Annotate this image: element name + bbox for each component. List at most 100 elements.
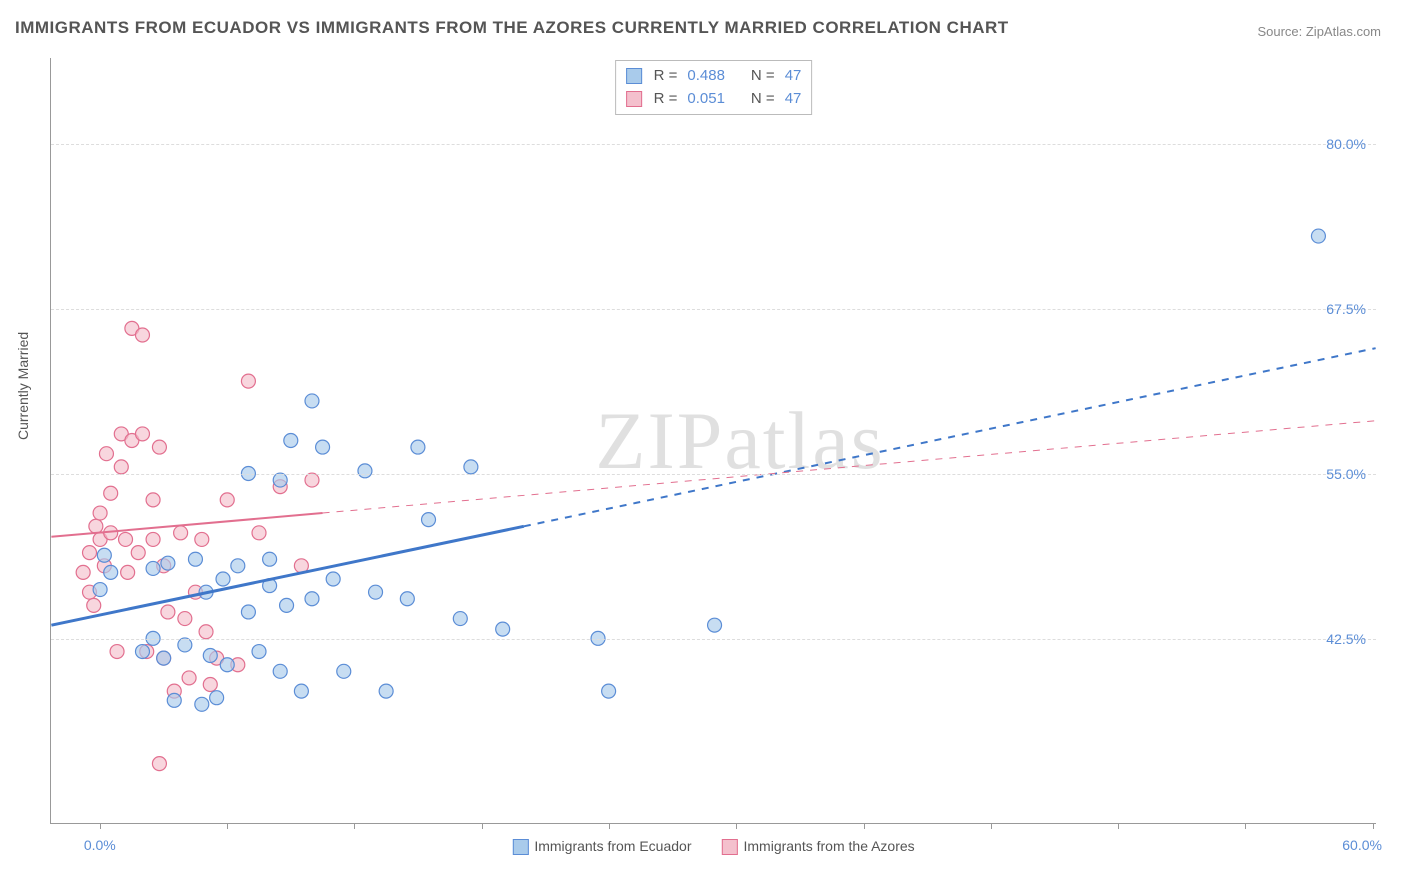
data-point xyxy=(199,625,213,639)
data-point xyxy=(241,605,255,619)
data-point xyxy=(453,612,467,626)
x-tick xyxy=(864,823,865,829)
legend-swatch xyxy=(626,91,642,107)
data-point xyxy=(220,493,234,507)
legend-r-label: R = xyxy=(654,65,678,88)
gridline xyxy=(51,144,1376,145)
data-point xyxy=(358,464,372,478)
regression-line-extrapolated xyxy=(524,348,1376,526)
data-point xyxy=(220,658,234,672)
data-point xyxy=(400,592,414,606)
data-point xyxy=(273,664,287,678)
legend-n-label: N = xyxy=(751,88,775,111)
x-tick xyxy=(354,823,355,829)
data-point xyxy=(316,440,330,454)
data-point xyxy=(379,684,393,698)
data-point xyxy=(188,552,202,566)
data-point xyxy=(152,440,166,454)
legend-r-value: 0.051 xyxy=(687,88,725,111)
x-legend-label: Immigrants from Ecuador xyxy=(534,838,691,854)
data-point xyxy=(178,612,192,626)
legend-row: R = 0.488N = 47 xyxy=(626,65,802,88)
data-point xyxy=(284,434,298,448)
legend-swatch xyxy=(626,68,642,84)
data-point xyxy=(182,671,196,685)
x-legend-label: Immigrants from the Azores xyxy=(744,838,915,854)
data-point xyxy=(93,506,107,520)
data-point xyxy=(89,519,103,533)
legend-row: R = 0.051 N = 47 xyxy=(626,88,802,111)
data-point xyxy=(326,572,340,586)
data-point xyxy=(210,691,224,705)
data-point xyxy=(252,526,266,540)
legend-swatch xyxy=(722,839,738,855)
data-point xyxy=(104,565,118,579)
data-point xyxy=(1311,229,1325,243)
stats-legend: R = 0.488N = 47R = 0.051 N = 47 xyxy=(615,60,813,115)
data-point xyxy=(135,328,149,342)
data-point xyxy=(110,645,124,659)
data-point xyxy=(422,513,436,527)
data-point xyxy=(305,473,319,487)
data-point xyxy=(708,618,722,632)
data-point xyxy=(135,645,149,659)
x-legend-item: Immigrants from Ecuador xyxy=(512,838,691,855)
data-point xyxy=(195,532,209,546)
y-tick-label: 42.5% xyxy=(1326,631,1366,647)
data-point xyxy=(411,440,425,454)
data-point xyxy=(369,585,383,599)
gridline xyxy=(51,639,1376,640)
x-tick xyxy=(991,823,992,829)
y-tick-label: 80.0% xyxy=(1326,136,1366,152)
data-point xyxy=(174,526,188,540)
gridline xyxy=(51,309,1376,310)
x-tick xyxy=(482,823,483,829)
data-point xyxy=(280,598,294,612)
data-point xyxy=(114,460,128,474)
chart-svg xyxy=(51,58,1376,823)
data-point xyxy=(93,583,107,597)
data-point xyxy=(121,565,135,579)
data-point xyxy=(203,649,217,663)
y-tick-label: 55.0% xyxy=(1326,466,1366,482)
data-point xyxy=(195,697,209,711)
data-point xyxy=(263,552,277,566)
data-point xyxy=(135,427,149,441)
chart-title: IMMIGRANTS FROM ECUADOR VS IMMIGRANTS FR… xyxy=(15,18,1009,38)
x-tick xyxy=(1373,823,1374,829)
legend-n-label: N = xyxy=(751,65,775,88)
legend-n-value: 47 xyxy=(785,88,802,111)
legend-n-value: 47 xyxy=(785,65,802,88)
data-point xyxy=(337,664,351,678)
x-tick-label: 60.0% xyxy=(1342,837,1382,853)
source-attribution: Source: ZipAtlas.com xyxy=(1257,24,1381,39)
data-point xyxy=(252,645,266,659)
data-point xyxy=(83,546,97,560)
data-point xyxy=(464,460,478,474)
x-tick xyxy=(1118,823,1119,829)
data-point xyxy=(146,532,160,546)
data-point xyxy=(602,684,616,698)
x-tick xyxy=(609,823,610,829)
data-point xyxy=(294,684,308,698)
x-axis-legend: Immigrants from Ecuador Immigrants from t… xyxy=(512,838,914,855)
data-point xyxy=(305,394,319,408)
data-point xyxy=(203,678,217,692)
data-point xyxy=(157,651,171,665)
x-tick xyxy=(736,823,737,829)
x-tick xyxy=(1245,823,1246,829)
data-point xyxy=(241,374,255,388)
y-axis-label: Currently Married xyxy=(15,332,31,440)
data-point xyxy=(87,598,101,612)
x-tick-label: 0.0% xyxy=(84,837,116,853)
legend-r-label: R = xyxy=(654,88,678,111)
gridline xyxy=(51,474,1376,475)
data-point xyxy=(146,561,160,575)
data-point xyxy=(231,559,245,573)
regression-line-extrapolated xyxy=(323,421,1376,513)
data-point xyxy=(161,556,175,570)
data-point xyxy=(216,572,230,586)
plot-area: ZIPatlas R = 0.488N = 47R = 0.051N = 47 … xyxy=(50,58,1376,824)
data-point xyxy=(167,693,181,707)
data-point xyxy=(104,486,118,500)
